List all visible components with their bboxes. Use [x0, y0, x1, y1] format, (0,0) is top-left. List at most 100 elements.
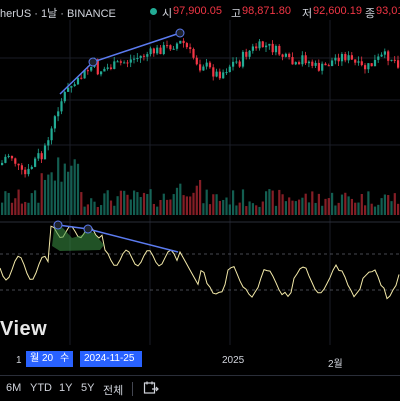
volume-bar [387, 195, 390, 215]
xaxis-label: 2월 [328, 359, 343, 370]
candle-body [294, 62, 297, 65]
chart-grid [0, 20, 400, 345]
tradingview-watermark: View [0, 318, 48, 340]
candle-body [360, 61, 363, 66]
candle-body [215, 71, 218, 77]
volume-bar [17, 189, 20, 215]
xaxis-label: 1 [16, 355, 22, 366]
candle-body [73, 84, 76, 87]
volume-bar [321, 205, 324, 215]
volume-bar [265, 191, 268, 215]
volume-bar [390, 201, 393, 215]
volume-bar [43, 179, 47, 215]
volume-bar [80, 192, 83, 215]
volume-bar [377, 204, 380, 215]
candle-body [136, 57, 139, 59]
candle-body [387, 51, 390, 61]
volume-bar [268, 189, 271, 215]
candle-body [185, 43, 188, 48]
range-5y-button[interactable]: 5Y [81, 382, 95, 394]
volume-bar [360, 193, 363, 215]
candle-body [199, 64, 202, 71]
candle-body [156, 47, 159, 54]
range-ytd-button[interactable]: YTD [30, 382, 52, 394]
candle-body [100, 71, 103, 75]
range-1y-button[interactable]: 1Y [59, 382, 73, 394]
candle-body [311, 61, 314, 66]
volume-bar [334, 205, 337, 215]
volume-bar [175, 187, 179, 215]
volume-bar [34, 190, 37, 215]
volume-bar [301, 197, 304, 215]
volume-bar [354, 202, 357, 215]
volume-bar [83, 206, 86, 215]
candle-body [238, 61, 241, 67]
volume-bar [172, 194, 175, 215]
candle-body [63, 91, 66, 102]
candle-body [274, 45, 278, 53]
candle-body [251, 46, 254, 51]
candle-body [34, 158, 37, 167]
candle-body [149, 48, 152, 55]
volume-bars [1, 157, 400, 215]
candle-body [169, 45, 172, 50]
candle-body [162, 45, 165, 55]
candle-body [321, 63, 324, 71]
candle-body [208, 62, 212, 68]
volume-bar [152, 203, 155, 215]
candle-body [172, 48, 175, 50]
close-value: 93,010.01 [376, 5, 400, 17]
candle-body [113, 61, 116, 69]
candle-body [175, 43, 179, 49]
candlesticks [1, 38, 400, 178]
volume-bar [350, 198, 353, 215]
volume-bar [215, 194, 218, 215]
volume-bar [63, 163, 66, 215]
candle-body [1, 162, 4, 165]
volume-bar [364, 205, 367, 215]
trendline-point [88, 57, 98, 67]
volume-bar [86, 204, 89, 215]
crosshair-month-tag: 월 20 [26, 351, 58, 367]
volume-bar [189, 196, 192, 215]
volume-bar [274, 205, 278, 215]
volume-bar [245, 206, 248, 215]
candle-body [47, 140, 50, 146]
volume-bar [304, 193, 307, 215]
rsi-trendline-point [83, 224, 93, 234]
candle-body [364, 65, 367, 70]
go-to-date-icon[interactable] [143, 380, 159, 399]
volume-bar [93, 201, 96, 215]
time-axis[interactable]: 1 2025 2월 [0, 350, 400, 370]
volume-bar [311, 191, 314, 215]
candle-body [284, 53, 287, 57]
volume-bar [113, 205, 116, 215]
volume-bar [258, 206, 261, 215]
candle-body [195, 57, 198, 65]
volume-bar [123, 190, 126, 215]
candle-body [301, 55, 304, 65]
volume-bar [278, 189, 281, 215]
volume-bar [7, 192, 10, 215]
candle-body [37, 153, 40, 159]
volume-bar [238, 202, 241, 215]
volume-bar [14, 198, 17, 215]
candle-body [43, 145, 47, 160]
volume-bar [100, 205, 103, 215]
trendline-point [175, 28, 185, 38]
candle-body [344, 54, 347, 61]
range-all-button[interactable]: 전체 [103, 385, 124, 397]
symbol-header: herUS · 1날 · BINANCE 시 97,900.05 고 98,87… [0, 0, 400, 22]
volume-bar [357, 202, 360, 215]
range-6m-button[interactable]: 6M [6, 382, 22, 394]
volume-bar [248, 201, 251, 215]
volume-bar [103, 193, 106, 215]
volume-bar [218, 200, 221, 215]
volume-bar [397, 203, 400, 215]
volume-bar [212, 194, 215, 215]
volume-bar [70, 165, 73, 215]
price-chart[interactable] [0, 0, 400, 350]
volume-bar [90, 198, 93, 215]
symbol-title[interactable]: herUS · 1날 · BINANCE [0, 8, 116, 20]
volume-bar [228, 204, 231, 215]
